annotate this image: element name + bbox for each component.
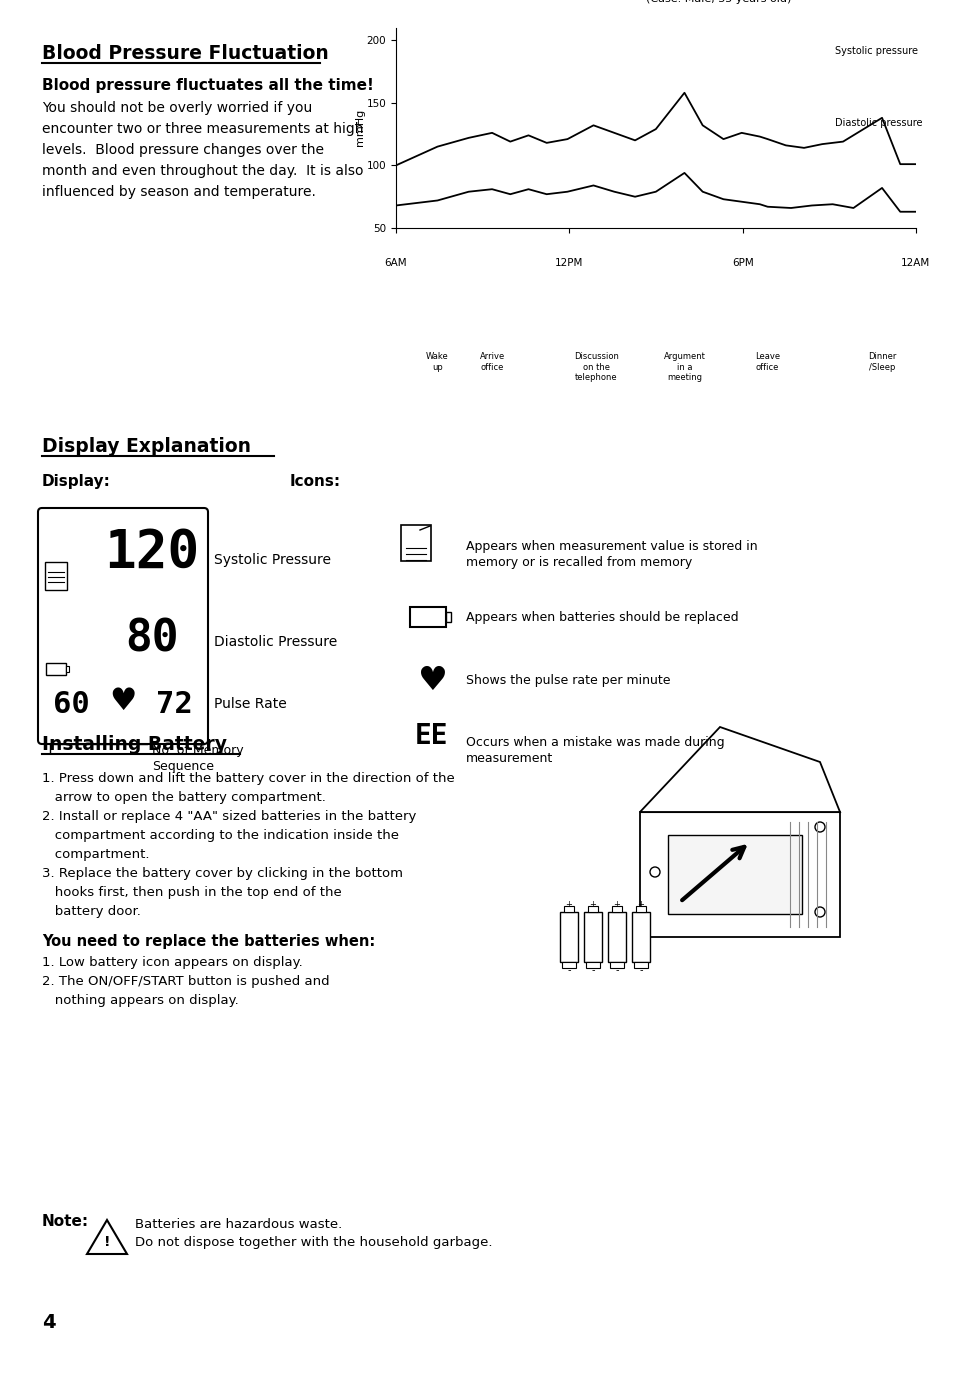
Text: measurement: measurement (465, 752, 553, 766)
Text: 2. The ON/OFF/START button is pushed and: 2. The ON/OFF/START button is pushed and (42, 974, 330, 988)
FancyBboxPatch shape (561, 962, 576, 967)
FancyBboxPatch shape (46, 663, 66, 674)
Text: EE: EE (415, 721, 448, 750)
Text: influenced by season and temperature.: influenced by season and temperature. (42, 185, 315, 199)
Polygon shape (559, 912, 578, 962)
Text: ♥: ♥ (110, 687, 136, 716)
Polygon shape (631, 912, 649, 962)
FancyBboxPatch shape (38, 509, 208, 744)
Text: Diastolic pressure: Diastolic pressure (835, 117, 922, 129)
Text: Display:: Display: (42, 474, 111, 489)
Text: Shows the pulse rate per minute: Shows the pulse rate per minute (465, 673, 670, 687)
Text: +: + (637, 900, 644, 909)
Text: 72: 72 (156, 690, 193, 719)
Text: 80: 80 (125, 616, 179, 661)
FancyBboxPatch shape (587, 907, 598, 912)
Text: -: - (567, 965, 570, 974)
Text: Wake
up: Wake up (426, 352, 449, 372)
Text: Sequence: Sequence (152, 760, 213, 773)
Text: Blood Pressure Fluctuation: Blood Pressure Fluctuation (42, 44, 329, 64)
Text: 4: 4 (42, 1313, 55, 1332)
Text: -: - (615, 965, 618, 974)
Text: Leave
office: Leave office (755, 352, 780, 372)
Text: battery door.: battery door. (42, 905, 141, 918)
FancyBboxPatch shape (45, 562, 67, 590)
Text: compartment.: compartment. (42, 849, 150, 861)
Polygon shape (583, 912, 601, 962)
Text: -: - (639, 965, 642, 974)
Text: 1. Low battery icon appears on display.: 1. Low battery icon appears on display. (42, 956, 302, 969)
Text: No. of Memory: No. of Memory (152, 744, 243, 757)
FancyBboxPatch shape (563, 907, 574, 912)
Text: Installing Battery: Installing Battery (42, 735, 227, 755)
Text: encounter two or three measurements at high: encounter two or three measurements at h… (42, 122, 363, 135)
FancyBboxPatch shape (634, 962, 647, 967)
FancyBboxPatch shape (585, 962, 599, 967)
Polygon shape (607, 912, 625, 962)
Text: +: + (565, 900, 572, 909)
Text: Icons:: Icons: (290, 474, 341, 489)
Text: 120: 120 (105, 527, 199, 579)
Text: Appears when measurement value is stored in: Appears when measurement value is stored… (465, 540, 757, 553)
FancyBboxPatch shape (410, 607, 446, 627)
Text: +: + (613, 900, 619, 909)
Text: Display Explanation: Display Explanation (42, 437, 251, 456)
Text: Batteries are hazardous waste.: Batteries are hazardous waste. (135, 1218, 342, 1231)
Text: Arrive
office: Arrive office (479, 352, 504, 372)
Polygon shape (639, 813, 840, 937)
Text: Appears when batteries should be replaced: Appears when batteries should be replace… (465, 611, 738, 623)
Text: +: + (589, 900, 596, 909)
Circle shape (649, 867, 659, 878)
Circle shape (814, 822, 824, 832)
Text: Do not dispose together with the household garbage.: Do not dispose together with the househo… (135, 1236, 492, 1249)
Polygon shape (639, 727, 840, 813)
Text: month and even throughout the day.  It is also: month and even throughout the day. It is… (42, 164, 363, 178)
Text: Argument
in a
meeting: Argument in a meeting (663, 352, 704, 381)
Text: Dinner
/Sleep: Dinner /Sleep (867, 352, 895, 372)
Text: compartment according to the indication inside the: compartment according to the indication … (42, 829, 398, 842)
Text: !: ! (104, 1236, 111, 1249)
Text: hooks first, then push in the top end of the: hooks first, then push in the top end of… (42, 886, 341, 900)
Text: Systolic Pressure: Systolic Pressure (213, 553, 331, 567)
FancyBboxPatch shape (636, 907, 645, 912)
Text: 3. Replace the battery cover by clicking in the bottom: 3. Replace the battery cover by clicking… (42, 867, 402, 880)
Polygon shape (87, 1220, 127, 1253)
Text: Diastolic Pressure: Diastolic Pressure (213, 634, 337, 650)
Text: (Case: Male, 35 years old): (Case: Male, 35 years old) (645, 0, 790, 4)
Text: You should not be overly worried if you: You should not be overly worried if you (42, 101, 312, 115)
Y-axis label: mmHg: mmHg (355, 109, 365, 146)
FancyBboxPatch shape (609, 962, 623, 967)
FancyBboxPatch shape (667, 835, 801, 914)
Text: ♥: ♥ (416, 663, 446, 697)
Text: Discussion
on the
telephone: Discussion on the telephone (573, 352, 618, 381)
FancyBboxPatch shape (400, 525, 431, 561)
Text: -: - (591, 965, 594, 974)
FancyBboxPatch shape (612, 907, 621, 912)
Text: Note:: Note: (42, 1213, 89, 1229)
Text: levels.  Blood pressure changes over the: levels. Blood pressure changes over the (42, 142, 324, 158)
Text: arrow to open the battery compartment.: arrow to open the battery compartment. (42, 791, 326, 804)
Text: Blood pressure fluctuates all the time!: Blood pressure fluctuates all the time! (42, 77, 374, 93)
Text: Systolic pressure: Systolic pressure (835, 46, 918, 55)
Text: 60: 60 (52, 690, 90, 719)
Text: You need to replace the batteries when:: You need to replace the batteries when: (42, 934, 375, 949)
FancyBboxPatch shape (446, 612, 451, 622)
Text: 2. Install or replace 4 "AA" sized batteries in the battery: 2. Install or replace 4 "AA" sized batte… (42, 810, 416, 824)
Text: 1. Press down and lift the battery cover in the direction of the: 1. Press down and lift the battery cover… (42, 773, 455, 785)
Circle shape (814, 907, 824, 918)
Text: memory or is recalled from memory: memory or is recalled from memory (465, 556, 692, 569)
Text: Occurs when a mistake was made during: Occurs when a mistake was made during (465, 737, 724, 749)
Text: nothing appears on display.: nothing appears on display. (42, 994, 238, 1007)
FancyBboxPatch shape (66, 666, 69, 672)
Text: Pulse Rate: Pulse Rate (213, 697, 287, 710)
